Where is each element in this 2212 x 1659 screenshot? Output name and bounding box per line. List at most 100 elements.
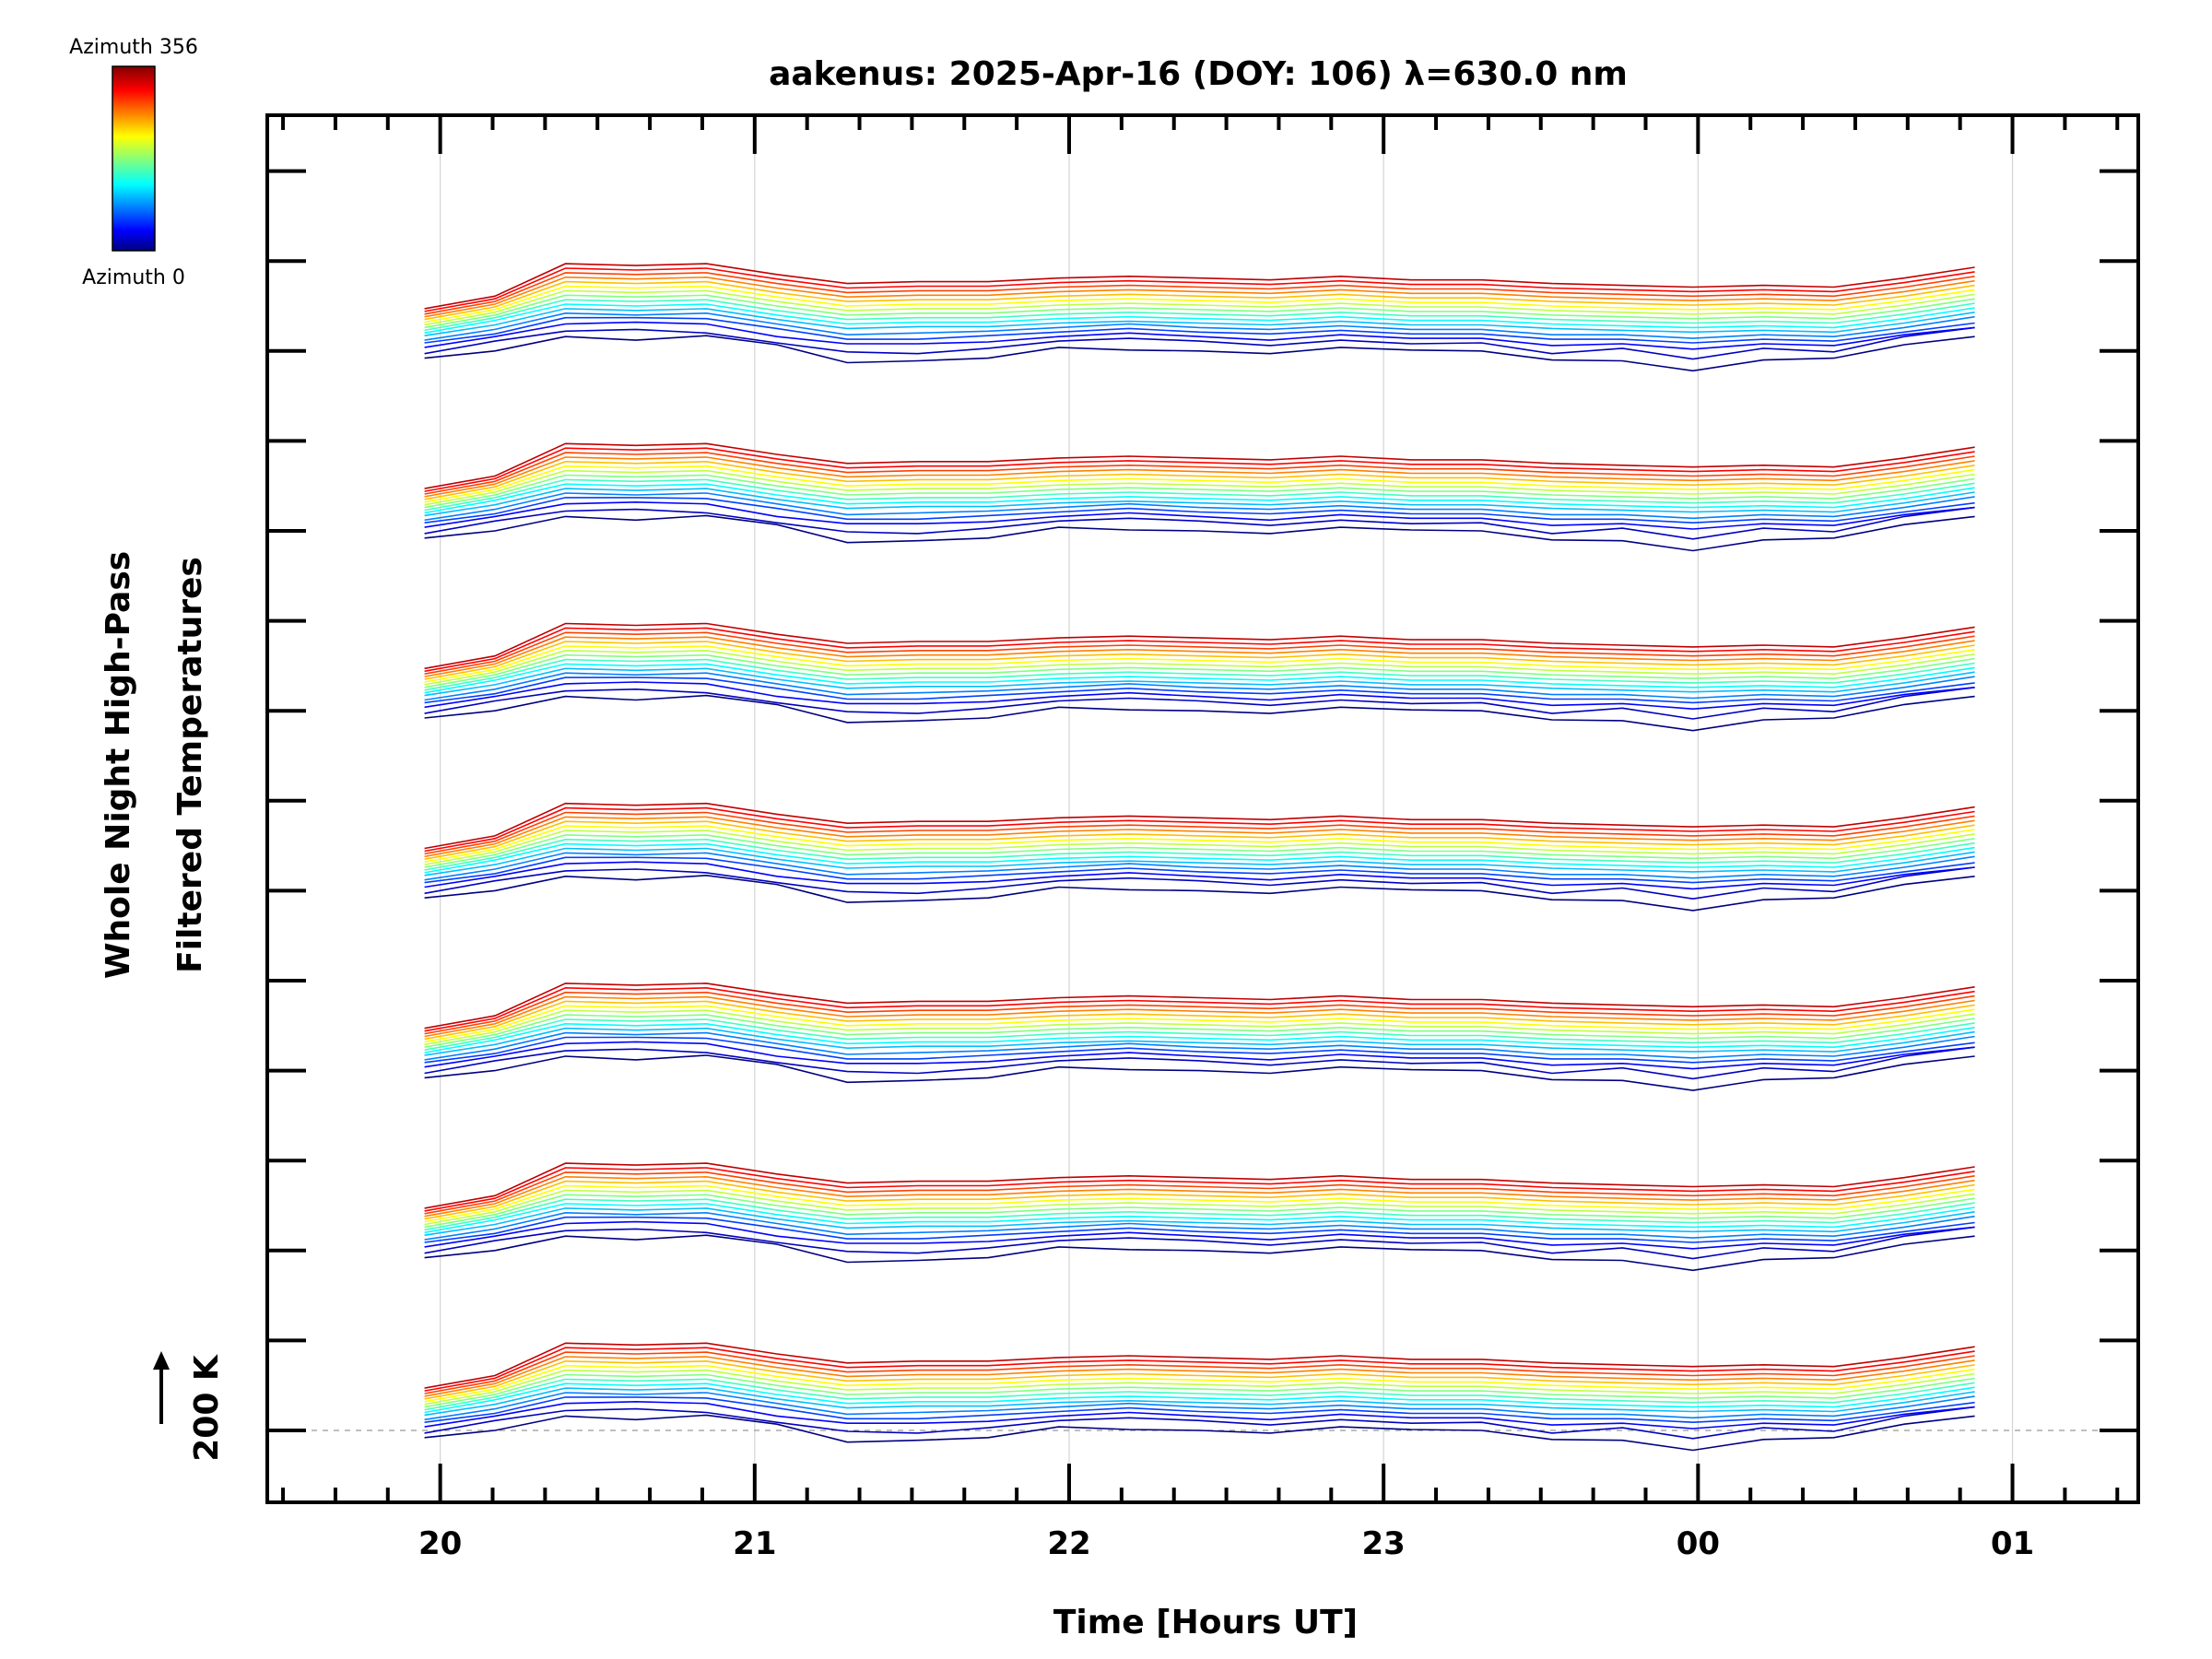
trace-line [424, 694, 1975, 732]
trace-line [424, 986, 1975, 1032]
trace-line [424, 677, 1975, 704]
trace-line [424, 1031, 1975, 1061]
trace-line [424, 995, 1975, 1038]
trace-line [424, 991, 1975, 1035]
x-tick-label: 20 [418, 1525, 462, 1562]
x-tick-labels: 20 21 22 23 00 01 [418, 1525, 2034, 1562]
scale-label: 200 K [188, 1354, 226, 1462]
trace-line [424, 830, 1975, 865]
trace-line [424, 1054, 1975, 1091]
trace-line [424, 263, 1975, 310]
trace-line [424, 1005, 1975, 1043]
trace-line [424, 488, 1975, 517]
trace-line [424, 1207, 1975, 1236]
trace-line [424, 492, 1975, 522]
trace-line [424, 861, 1975, 890]
trace-line [424, 874, 1975, 912]
trace-line [424, 1378, 1975, 1411]
trace-line [424, 1400, 1975, 1430]
x-tick-label: 21 [733, 1525, 776, 1562]
colorbar [112, 65, 156, 252]
trace-line [424, 447, 1975, 492]
plot-frame [265, 113, 2140, 1504]
trace-line [424, 1175, 1975, 1218]
trace-line [424, 514, 1975, 552]
trace-line [424, 506, 1975, 540]
trace-line [424, 1220, 1975, 1250]
trace-line [424, 276, 1975, 318]
trace-line [424, 627, 1975, 673]
trace-line [424, 1180, 1975, 1220]
trace-line [424, 641, 1975, 680]
trace-line [424, 667, 1975, 697]
trace-line [424, 1216, 1975, 1243]
trace-line [424, 1351, 1975, 1394]
trace-line [424, 483, 1975, 514]
trace-line [424, 1171, 1975, 1215]
trace-line [424, 1359, 1975, 1400]
grid [267, 115, 2138, 1502]
trace-line [424, 1036, 1975, 1064]
trace-line [424, 303, 1975, 335]
trace-line [424, 1009, 1975, 1046]
trace-line [424, 1189, 1975, 1226]
trace-line [424, 335, 1975, 372]
trace-line [424, 469, 1975, 506]
trace-line [424, 856, 1975, 884]
trace-line [424, 285, 1975, 324]
trace-line [424, 842, 1975, 874]
trace-line [424, 1014, 1975, 1048]
trace-line [424, 687, 1975, 720]
trace-line [424, 1211, 1975, 1241]
trace-line [424, 497, 1975, 524]
trace-line [424, 631, 1975, 675]
trace-line [424, 847, 1975, 877]
trace-line [424, 811, 1975, 855]
trace-line [424, 820, 1975, 860]
trace-line [424, 272, 1975, 315]
axes [265, 113, 2140, 1504]
colorbar-top-label: Azimuth 356 [69, 36, 198, 59]
x-tick-label: 23 [1362, 1525, 1406, 1562]
trace-line [424, 622, 1975, 670]
trace-line [424, 326, 1975, 360]
trace-line [424, 442, 1975, 489]
trace-line [424, 1392, 1975, 1421]
trace-line [424, 982, 1975, 1030]
scale-arrow-head [153, 1351, 170, 1370]
trace-line [424, 653, 1975, 688]
trace-line [424, 658, 1975, 691]
trace-line [424, 1414, 1975, 1452]
trace-line [424, 672, 1975, 701]
trace-line [424, 1000, 1975, 1041]
trace-line [424, 1369, 1975, 1406]
trace-line [424, 681, 1975, 711]
trace-line [424, 806, 1975, 853]
trace-line [424, 308, 1975, 336]
trace-line [424, 1184, 1975, 1223]
trace-line [424, 1387, 1975, 1417]
trace-line [424, 852, 1975, 881]
x-tick-label: 22 [1047, 1525, 1090, 1562]
trace-line [424, 1356, 1975, 1397]
trace-line [424, 1198, 1975, 1231]
trace-line [424, 645, 1975, 683]
y-axis-label-line1: Whole Night High-Pass [100, 551, 137, 979]
trace-line [424, 452, 1975, 495]
trace-line [424, 1022, 1975, 1053]
trace-line [424, 649, 1975, 686]
trace-line [424, 1396, 1975, 1424]
trace-line [424, 474, 1975, 509]
x-tick-label: 00 [1677, 1525, 1720, 1562]
traces [424, 263, 1975, 1452]
trace-line [424, 866, 1975, 900]
chart-title: aakenus: 2025-Apr-16 (DOY: 106) λ=630.0 … [769, 55, 1628, 93]
trace-line [424, 1162, 1975, 1209]
x-tick-label: 01 [1991, 1525, 2034, 1562]
trace-line [424, 1347, 1975, 1392]
trace-line [424, 478, 1975, 512]
trace-line [424, 1027, 1975, 1056]
trace-line [424, 1382, 1975, 1414]
trace-line [424, 500, 1975, 530]
trace-line [424, 802, 1975, 850]
